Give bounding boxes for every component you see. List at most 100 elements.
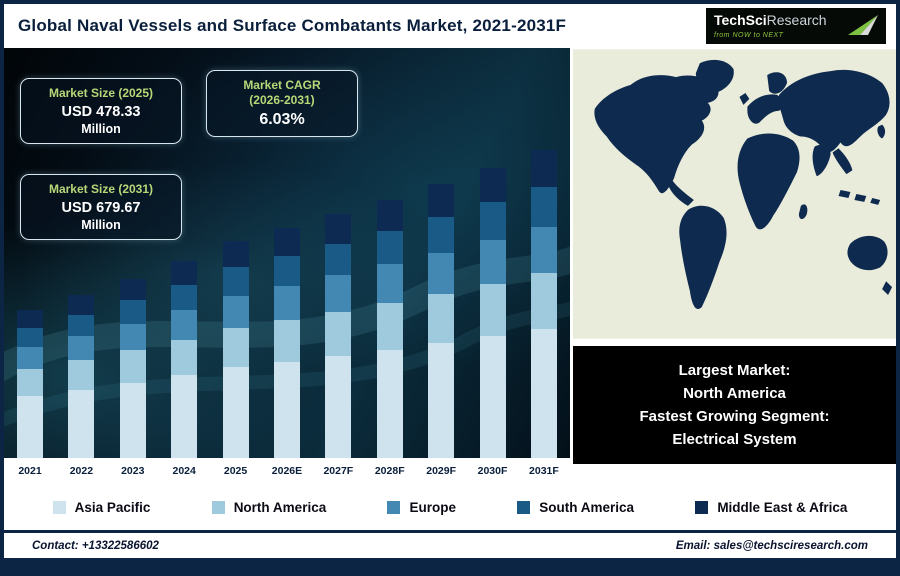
bar-segment-south-america bbox=[171, 284, 198, 311]
x-axis-label-2030f: 2030F bbox=[477, 465, 508, 477]
bar-segment-asia-pacific bbox=[222, 367, 249, 458]
bar-segment-europe bbox=[68, 335, 95, 361]
legend-item-south-america: South America bbox=[517, 500, 634, 515]
market-size-2025-box: Market Size (2025) USD 478.33 Million bbox=[20, 78, 182, 144]
legend-item-north-america: North America bbox=[211, 499, 327, 515]
bar-2024 bbox=[166, 260, 202, 458]
bar-2023 bbox=[115, 278, 151, 458]
legend-swatch-middle-east-africa bbox=[695, 500, 709, 514]
page-title: Global Naval Vessels and Surface Combata… bbox=[18, 16, 567, 35]
bar-segment-south-america bbox=[428, 217, 455, 253]
legend-swatch-north-america bbox=[211, 500, 225, 514]
note-line-1: Largest Market: bbox=[678, 361, 791, 379]
bar-segment-south-america bbox=[273, 255, 300, 286]
market-size-2025-unit: Million bbox=[81, 122, 121, 136]
legend-item-middle-east-africa: Middle East & Africa bbox=[695, 500, 847, 515]
footer: Contact: +13322586602 Email: sales@techs… bbox=[4, 533, 896, 558]
bar-segment-middle-east-africa bbox=[119, 278, 146, 301]
bar-segment-north-america bbox=[479, 283, 506, 336]
bar-segment-middle-east-africa bbox=[222, 241, 249, 268]
world-map bbox=[573, 48, 896, 340]
legend: Asia Pacific North America Europe South Ame… bbox=[4, 484, 896, 530]
bar-segment-south-america bbox=[222, 267, 249, 296]
legend-label-europe: Europe bbox=[409, 499, 456, 515]
bar-segment-asia-pacific bbox=[68, 389, 95, 458]
bar-segment-middle-east-africa bbox=[376, 199, 403, 231]
bars bbox=[12, 149, 562, 458]
bar-2025 bbox=[218, 241, 254, 458]
bar-segment-south-america bbox=[376, 230, 403, 265]
bar-2021 bbox=[12, 309, 48, 458]
note-line-3: Fastest Growing Segment: bbox=[639, 408, 830, 425]
legend-swatch-south-america bbox=[517, 500, 531, 514]
bar-segment-south-america bbox=[119, 300, 146, 324]
bar-segment-north-america bbox=[222, 328, 249, 367]
bar-segment-europe bbox=[273, 285, 300, 321]
techsci-logo: TechSciResearch from NOW to NEXT bbox=[706, 8, 886, 44]
footer-bottom-bar bbox=[4, 558, 896, 572]
bar-segment-north-america bbox=[428, 293, 455, 343]
bar-2027f bbox=[320, 214, 356, 458]
bar-2026e bbox=[269, 228, 305, 458]
market-size-2025-title: Market Size (2025) bbox=[48, 86, 154, 100]
note-line-4: Electrical System bbox=[672, 431, 797, 449]
bar-segment-middle-east-africa bbox=[325, 214, 352, 244]
logo-tagline: from NOW to NEXT bbox=[714, 31, 784, 39]
chart-column: Market Size (2025) USD 478.33 Million Ma… bbox=[4, 48, 570, 484]
legend-swatch-asia-pacific bbox=[52, 500, 66, 514]
legend-item-europe: Europe bbox=[387, 500, 456, 515]
logo-text: TechSciResearch from NOW to NEXT bbox=[714, 13, 827, 39]
x-axis-labels: 2021 2022 2023 2024 2025 2026E 2027F 2028F 2029F… bbox=[4, 458, 570, 484]
bar-segment-middle-east-africa bbox=[273, 228, 300, 256]
x-axis-label-2025: 2025 bbox=[223, 465, 248, 477]
bar-segment-middle-east-africa bbox=[530, 149, 557, 187]
bar-segment-south-america bbox=[479, 202, 506, 241]
bar-segment-europe bbox=[222, 295, 249, 328]
x-axis-label-2024: 2024 bbox=[172, 465, 196, 477]
bar-segment-europe bbox=[479, 240, 506, 284]
footer-divider bbox=[4, 530, 896, 533]
contact-text: Contact: +13322586602 bbox=[32, 539, 159, 552]
legend-label-asia-pacific: Asia Pacific bbox=[74, 499, 151, 515]
bar-segment-north-america bbox=[171, 339, 198, 376]
bar-segment-south-america bbox=[68, 314, 95, 336]
continents bbox=[594, 59, 893, 309]
market-size-2031-title: Market Size (2031) bbox=[48, 182, 154, 196]
bar-segment-north-america bbox=[325, 311, 352, 356]
bar-segment-asia-pacific bbox=[428, 343, 455, 458]
bar-segment-asia-pacific bbox=[273, 361, 300, 458]
bar-segment-north-america bbox=[17, 369, 43, 396]
bar-segment-north-america bbox=[119, 350, 146, 383]
market-size-2031-unit: Million bbox=[81, 218, 121, 232]
main-content: Market Size (2025) USD 478.33 Million Ma… bbox=[4, 48, 896, 484]
world-map-svg bbox=[573, 49, 896, 339]
bar-2028f bbox=[372, 199, 408, 458]
bar-segment-asia-pacific bbox=[119, 382, 146, 458]
bar-segment-middle-east-africa bbox=[17, 309, 43, 328]
bar-segment-europe bbox=[171, 310, 198, 340]
bar-segment-south-america bbox=[325, 243, 352, 276]
bar-2031f bbox=[526, 149, 562, 458]
bar-2029f bbox=[423, 184, 459, 458]
bar-segment-asia-pacific bbox=[325, 355, 352, 458]
legend-label-middle-east-africa: Middle East & Africa bbox=[717, 499, 848, 515]
bar-segment-europe bbox=[428, 252, 455, 294]
bar-segment-asia-pacific bbox=[479, 336, 506, 458]
bar-segment-middle-east-africa bbox=[479, 167, 506, 203]
bar-segment-europe bbox=[376, 264, 403, 303]
email-text: Email: sales@techsciresearch.com bbox=[675, 539, 868, 552]
market-size-2031-value: USD 679.67 bbox=[61, 200, 141, 216]
market-size-2031-box: Market Size (2031) USD 679.67 Million bbox=[20, 174, 182, 240]
bar-segment-north-america bbox=[273, 320, 300, 362]
chart-area: Market Size (2025) USD 478.33 Million Ma… bbox=[4, 48, 570, 458]
bar-segment-asia-pacific bbox=[171, 375, 198, 458]
bar-segment-south-america bbox=[17, 327, 43, 348]
x-axis-label-2021: 2021 bbox=[18, 465, 42, 477]
legend-item-asia-pacific: Asia Pacific bbox=[52, 499, 151, 515]
bar-segment-north-america bbox=[530, 273, 557, 329]
legend-label-north-america: North America bbox=[233, 499, 327, 515]
note-line-2: North America bbox=[683, 384, 786, 402]
logo-arrow-icon bbox=[848, 15, 878, 35]
legend-swatch-europe bbox=[387, 500, 401, 514]
